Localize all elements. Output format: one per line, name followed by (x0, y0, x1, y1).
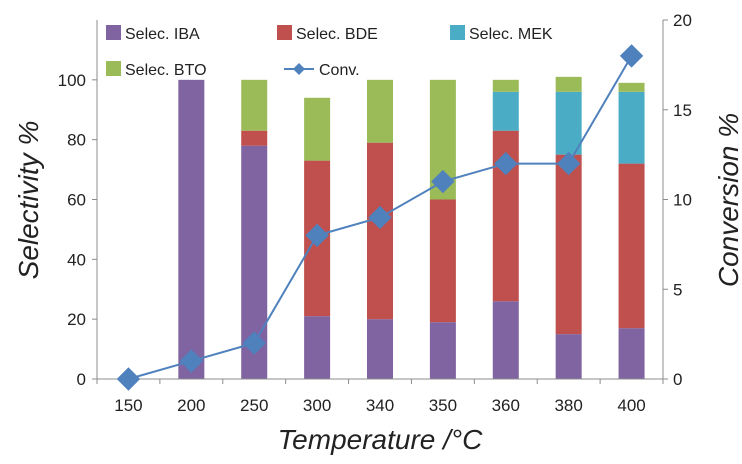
y-tick-label: 100 (58, 71, 86, 90)
bars-layer (178, 76, 645, 379)
legend-swatch-selec-bto (106, 61, 121, 76)
bar-selec-mek-380 (555, 91, 582, 155)
x-tick-label: 360 (492, 396, 520, 415)
y-tick-label: 60 (67, 191, 86, 210)
conversion-point (305, 223, 329, 248)
conversion-point (494, 151, 518, 176)
legend-swatch-selec-mek (450, 25, 465, 40)
y2-axis-title: Conversion % (713, 113, 742, 287)
bar-selec-iba-350 (429, 322, 456, 379)
bar-selec-bde-350 (429, 199, 456, 323)
legend-label-selec-mek: Selec. MEK (469, 26, 553, 43)
legend: Selec. IBA Selec. BDE Selec. MEK Selec. BTO… (106, 25, 553, 79)
y2-tick-label: 20 (673, 11, 692, 30)
x-tick-label: 340 (366, 396, 394, 415)
x-tick-label: 300 (303, 396, 331, 415)
x-tick-label: 380 (554, 396, 582, 415)
legend-label-selec-iba: Selec. IBA (125, 26, 200, 43)
bar-selec-iba-360 (492, 301, 519, 379)
bar-selec-bde-250 (241, 130, 268, 146)
bar-selec-bto-250 (241, 79, 268, 131)
bar-selec-iba-380 (555, 334, 582, 379)
bar-selec-bto-340 (367, 79, 393, 143)
bar-selec-bto-300 (304, 97, 331, 161)
conversion-point (179, 349, 204, 373)
bar-selec-bto-380 (555, 76, 582, 92)
bar-selec-iba-300 (304, 316, 331, 379)
y-tick-label: 80 (67, 131, 86, 150)
bar-selec-iba-400 (618, 328, 645, 379)
y-tick-label: 20 (67, 310, 86, 329)
bar-selec-mek-400 (618, 91, 645, 164)
bar-selec-bde-400 (618, 163, 645, 329)
x-tick-label: 150 (114, 396, 142, 415)
bar-selec-bde-340 (367, 142, 393, 320)
bar-selec-bto-360 (492, 79, 519, 92)
y-tick-label: 0 (77, 370, 86, 389)
x-axis-title: Temperature /°C (278, 424, 483, 455)
y-tick-label: 40 (67, 250, 86, 269)
bar-selec-iba-340 (367, 319, 393, 379)
axes-layer: 0 20 40 60 80 100 0 5 10 15 20 150 200 250 300 340 350 36… (58, 11, 692, 415)
bar-selec-bde-380 (555, 154, 582, 335)
conversion-point (116, 367, 141, 391)
bar-selec-bto-400 (618, 82, 645, 92)
x-tick-label: 400 (617, 396, 645, 415)
y2-tick-label: 10 (673, 191, 692, 210)
legend-swatch-selec-bde (277, 25, 292, 40)
y2-tick-label: 5 (673, 280, 682, 299)
y-axis-title: Selectivity % (13, 121, 44, 280)
conversion-point (242, 331, 266, 355)
conversion-point (431, 169, 455, 194)
legend-label-conv: Conv. (319, 62, 360, 79)
legend-marker-conv (293, 63, 305, 75)
conversion-line-layer (116, 44, 644, 391)
legend-label-selec-bde: Selec. BDE (296, 26, 378, 43)
conversion-point (619, 44, 644, 68)
bar-selec-mek-360 (492, 91, 519, 131)
legend-swatch-selec-iba (106, 25, 121, 40)
x-tick-label: 200 (177, 396, 205, 415)
conversion-point (556, 151, 581, 176)
x-tick-label: 250 (240, 396, 268, 415)
legend-label-selec-bto: Selec. BTO (125, 62, 207, 79)
y2-tick-label: 15 (673, 101, 692, 120)
x-tick-label: 350 (429, 396, 457, 415)
y2-tick-label: 0 (673, 370, 682, 389)
conversion-point (368, 205, 392, 230)
bar-selec-iba-200 (178, 79, 205, 379)
